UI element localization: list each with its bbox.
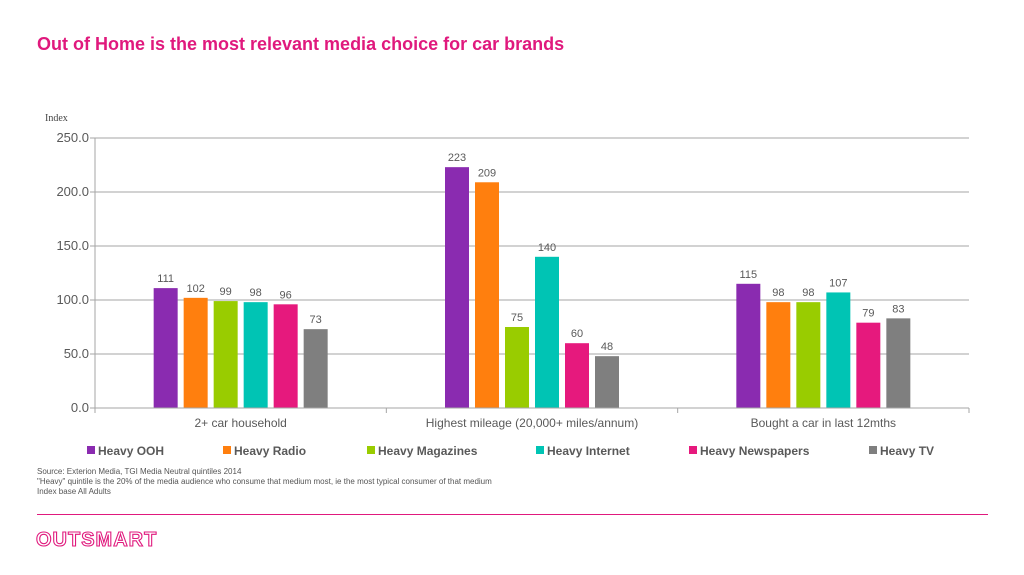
- bar: [535, 256, 559, 408]
- data-label: 98: [802, 287, 814, 299]
- bar: [303, 329, 328, 408]
- data-label: 111: [157, 273, 174, 285]
- data-label: 98: [250, 287, 262, 299]
- bar: [183, 297, 208, 408]
- x-tick-label: 2+ car household: [194, 416, 286, 430]
- bar: [213, 301, 238, 408]
- outsmart-logo: OUTSMART: [35, 528, 158, 551]
- legend-label: Heavy Internet: [547, 444, 630, 458]
- bar: [445, 167, 469, 408]
- y-axis-label: Index: [45, 113, 68, 124]
- footer-divider: [37, 514, 988, 515]
- definition-line: "Heavy" quintile is the 20% of the media…: [37, 477, 492, 486]
- data-label: 209: [478, 167, 496, 179]
- data-label: 60: [571, 328, 583, 340]
- page-title: Out of Home is the most relevant media c…: [37, 34, 565, 54]
- y-tick-label: 150.0: [56, 238, 89, 253]
- index-base-line: Index base All Adults: [37, 487, 111, 496]
- y-tick-label: 100.0: [56, 292, 89, 307]
- legend-swatch: [536, 446, 544, 454]
- bar: [826, 292, 851, 408]
- data-label: 48: [601, 341, 613, 353]
- bar-chart: 0.0 50.0 100.0 150.0 200.0 250.0 111 102 99 98 96 7…: [56, 130, 970, 458]
- legend-swatch: [869, 446, 877, 454]
- y-tick-label: 0.0: [71, 400, 89, 415]
- legend-swatch: [223, 446, 231, 454]
- bar: [273, 304, 298, 408]
- legend-label: Heavy TV: [880, 444, 934, 458]
- data-label: 99: [220, 286, 232, 298]
- legend-swatch: [367, 446, 375, 454]
- y-tick-label: 200.0: [56, 184, 89, 199]
- bar: [243, 302, 268, 408]
- data-label: 140: [538, 242, 556, 254]
- y-tick-label: 50.0: [64, 346, 89, 361]
- x-tick-label: Highest mileage (20,000+ miles/annum): [426, 416, 638, 430]
- data-label: 107: [829, 277, 847, 289]
- data-label: 73: [310, 314, 322, 326]
- y-tick-label: 250.0: [56, 130, 89, 145]
- bar: [505, 327, 529, 408]
- data-label: 96: [280, 289, 292, 301]
- legend-label: Heavy Radio: [234, 444, 306, 458]
- bar: [886, 318, 911, 408]
- source-notes: Source: Exterion Media, TGI Media Neutra…: [37, 467, 492, 497]
- data-label: 223: [448, 152, 466, 164]
- bar: [736, 283, 761, 408]
- legend-swatch: [689, 446, 697, 454]
- bar: [796, 302, 821, 408]
- source-line: Source: Exterion Media, TGI Media Neutra…: [37, 467, 242, 476]
- legend-label: Heavy Magazines: [378, 444, 478, 458]
- bar: [595, 356, 619, 408]
- bar: [153, 288, 178, 408]
- data-label: 79: [862, 308, 874, 320]
- bar: [856, 322, 881, 408]
- data-label: 102: [186, 283, 204, 295]
- bar: [565, 343, 589, 408]
- legend-label: Heavy OOH: [98, 444, 164, 458]
- legend-label: Heavy Newspapers: [700, 444, 810, 458]
- bar: [766, 302, 791, 408]
- x-tick-label: Bought a car in last 12mths: [751, 416, 896, 430]
- legend-swatch: [87, 446, 95, 454]
- data-label: 115: [740, 269, 758, 281]
- data-label: 83: [892, 303, 904, 315]
- data-label: 98: [772, 287, 784, 299]
- data-label: 75: [511, 312, 523, 324]
- bar: [475, 182, 499, 408]
